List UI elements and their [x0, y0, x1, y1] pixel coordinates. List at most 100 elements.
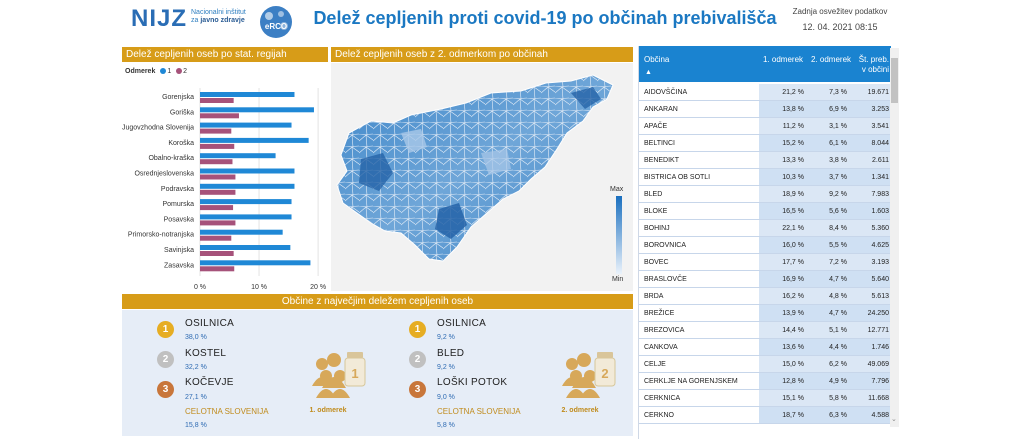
row-shading: [759, 220, 891, 236]
table-row[interactable]: CANKOVA 13,6 % 4,4 % 1.746: [639, 339, 891, 356]
bar-dose2[interactable]: [200, 174, 236, 180]
bar-dose1[interactable]: [200, 260, 311, 266]
dose1-top1-value: 38,0 %: [185, 334, 207, 341]
bar-dose2[interactable]: [200, 235, 232, 241]
row-shading: [759, 118, 891, 134]
table-row[interactable]: CERKNO 18,7 % 6,3 % 4.588: [639, 407, 891, 424]
bar-dose2[interactable]: [200, 143, 235, 149]
cell-dose2: 4,7 %: [829, 310, 847, 317]
row-shading: [759, 407, 891, 423]
map-color-scale: [616, 196, 622, 274]
legend-item-dose2[interactable]: 2: [183, 68, 188, 75]
table-scrollbar-thumb[interactable]: [891, 58, 898, 103]
cell-dose2: 5,8 %: [829, 395, 847, 402]
bar-dose1[interactable]: [200, 107, 314, 113]
cell-dose2: 4,4 %: [829, 344, 847, 351]
table-row[interactable]: BOROVNICA 16,0 % 5,5 % 4.625: [639, 237, 891, 254]
row-shading: [759, 169, 891, 185]
cell-dose1: 11,2 %: [782, 123, 804, 130]
table-row[interactable]: CERKNICA 15,1 % 5,8 % 11.668: [639, 390, 891, 407]
category-label: Obalno-kraška: [148, 155, 194, 162]
bar-dose2[interactable]: [200, 266, 235, 272]
table-row[interactable]: BRASLOVČE 16,9 % 4,7 % 5.640: [639, 271, 891, 288]
table-row[interactable]: BRDA 16,2 % 4,8 % 5.613: [639, 288, 891, 305]
bar-dose1[interactable]: [200, 183, 295, 189]
bar-dose2[interactable]: [200, 205, 234, 211]
legend-item-dose1[interactable]: 1: [167, 68, 172, 75]
table-row[interactable]: ANKARAN 13,8 % 6,9 % 3.253: [639, 101, 891, 118]
regions-bar-chart: 0 % 10 % 20 % Gorenjska Goriška Jugovzhodna S…: [122, 88, 326, 291]
table-row[interactable]: CERKLJE NA GORENJSKEM 12,8 % 4,9 % 7.796: [639, 373, 891, 390]
cell-population: 1.746: [871, 344, 889, 351]
scale-min-label: Min: [612, 276, 624, 283]
cell-dose1: 21,2 %: [782, 89, 804, 96]
table-row[interactable]: BREZOVICA 14,4 % 5,1 % 12.771: [639, 322, 891, 339]
dose2-top3-value: 9,0 %: [437, 394, 455, 401]
bar-dose1[interactable]: [200, 168, 295, 174]
bar-dose1[interactable]: [200, 137, 309, 143]
column-header-dose2[interactable]: 2. odmerek: [811, 55, 852, 64]
bar-dose2[interactable]: [200, 189, 236, 195]
table-header: Občina ▲ 1. odmerek 2. odmerek Št. preb.…: [639, 46, 891, 82]
cell-dose2: 8,4 %: [829, 225, 847, 232]
dose2-top2-name: BLED: [437, 348, 465, 359]
bar-dose2[interactable]: [200, 128, 232, 134]
bar-dose1[interactable]: [200, 122, 292, 128]
cell-population: 49.069: [867, 361, 889, 368]
table-row[interactable]: APAČE 11,2 % 3,1 % 3.541: [639, 118, 891, 135]
svg-text:2: 2: [601, 366, 608, 381]
bar-dose2[interactable]: [200, 251, 234, 256]
bar-dose1[interactable]: [200, 214, 292, 220]
cell-dose2: 6,9 %: [829, 106, 847, 113]
table-row[interactable]: BOHINJ 22,1 % 8,4 % 5.360: [639, 220, 891, 237]
row-shading: [759, 254, 891, 270]
bar-dose2[interactable]: [200, 98, 234, 103]
table-scrollbar[interactable]: [890, 48, 899, 427]
table-row[interactable]: BELTINCI 15,2 % 6,1 % 8.044: [639, 135, 891, 152]
column-header-population[interactable]: Št. preb. v občini: [858, 55, 889, 74]
cell-dose2: 9,2 %: [829, 191, 847, 198]
table-row[interactable]: BLED 18,9 % 9,2 % 7.983: [639, 186, 891, 203]
partner-logo: eRCO: [260, 6, 292, 38]
table-row[interactable]: AIDOVŠČINA 21,2 % 7,3 % 19.671: [639, 84, 891, 101]
cell-dose1: 13,8 %: [782, 106, 804, 113]
rank-3-badge: 3: [409, 381, 426, 398]
bar-dose1[interactable]: [200, 229, 283, 235]
svg-text:1: 1: [351, 366, 358, 381]
row-shading: [759, 288, 891, 304]
cell-municipality: CELJE: [644, 361, 666, 368]
bar-dose1[interactable]: [200, 245, 291, 250]
table-row[interactable]: BLOKE 16,5 % 5,6 % 1.603: [639, 203, 891, 220]
rank-2-badge: 2: [409, 351, 426, 368]
table-row[interactable]: BENEDIKT 13,3 % 3,8 % 2.611: [639, 152, 891, 169]
bar-dose1[interactable]: [200, 153, 276, 159]
category-label: Osrednjeslovenska: [134, 171, 194, 178]
bar-dose2[interactable]: [200, 159, 233, 165]
slovenia-municipality-map[interactable]: [331, 63, 633, 291]
bar-dose2[interactable]: [200, 220, 236, 226]
table-row[interactable]: BISTRICA OB SOTLI 10,3 % 3,7 % 1.341: [639, 169, 891, 186]
cell-dose2: 3,7 %: [829, 174, 847, 181]
dose1-top3-name: KOČEVJE: [185, 377, 234, 388]
cell-municipality: APAČE: [644, 123, 668, 130]
cell-population: 5.613: [871, 293, 889, 300]
bar-dose2[interactable]: [200, 113, 239, 119]
cell-population: 1.341: [871, 174, 889, 181]
sort-ascending-icon[interactable]: ▲: [645, 69, 652, 76]
cell-population: 2.611: [872, 157, 889, 164]
table-row[interactable]: BREŽICE 13,9 % 4,7 % 24.250: [639, 305, 891, 322]
column-header-municipality[interactable]: Občina: [644, 55, 670, 64]
cell-population: 5.360: [871, 225, 889, 232]
category-label: Savinjska: [164, 247, 194, 254]
table-row[interactable]: BOVEC 17,7 % 7,2 % 3.193: [639, 254, 891, 271]
table-row[interactable]: CELJE 15,0 % 6,2 % 49.069: [639, 356, 891, 373]
cell-dose1: 13,3 %: [782, 157, 804, 164]
bar-dose1[interactable]: [200, 92, 295, 97]
cell-municipality: CANKOVA: [644, 344, 678, 351]
bar-dose1[interactable]: [200, 199, 292, 205]
scroll-down-icon[interactable]: ⌄: [891, 416, 897, 423]
column-header-dose1[interactable]: 1. odmerek: [763, 55, 804, 64]
rank-1-badge: 1: [157, 321, 174, 338]
chart-legend: Odmerek 1 2: [125, 68, 187, 75]
row-shading: [759, 271, 891, 287]
